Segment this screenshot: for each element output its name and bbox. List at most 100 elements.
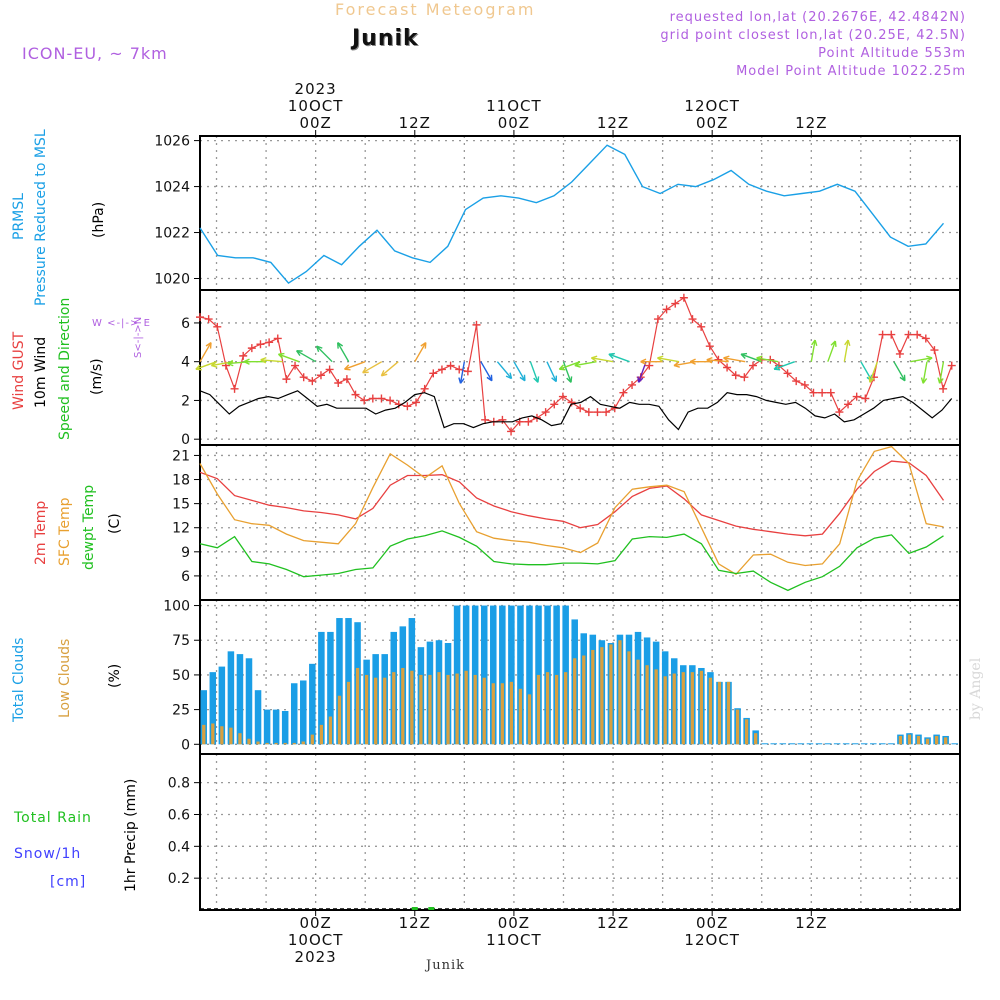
wind-arrow bbox=[657, 357, 680, 363]
wind-arrow-head bbox=[926, 355, 933, 362]
low-cloud-bar bbox=[907, 734, 912, 745]
time-label-top: 2023 bbox=[295, 80, 337, 98]
gust-marker bbox=[723, 363, 732, 372]
low-cloud-bar bbox=[527, 694, 532, 745]
low-cloud-bar bbox=[708, 677, 713, 745]
wind-arrow-head bbox=[533, 376, 540, 383]
gust-marker bbox=[740, 373, 749, 382]
gust-marker bbox=[463, 367, 472, 376]
gust-marker bbox=[878, 330, 887, 339]
wind-arrow bbox=[910, 357, 933, 363]
gust-marker bbox=[705, 342, 714, 351]
low-cloud-bar bbox=[699, 670, 704, 745]
wind-arrow bbox=[195, 361, 217, 370]
gust-marker bbox=[247, 344, 256, 353]
wind-arrow bbox=[344, 361, 366, 370]
y-tick-label: 18 bbox=[172, 473, 190, 489]
wind-arrow-head bbox=[937, 377, 944, 384]
low-cloud-bar bbox=[392, 672, 396, 745]
time-label-bottom: 11OCT bbox=[486, 931, 542, 949]
wind-arrow bbox=[559, 361, 581, 370]
total-cloud-bar bbox=[888, 743, 895, 745]
y-tick-label: 25 bbox=[172, 703, 190, 719]
gust-marker bbox=[861, 394, 870, 403]
total-cloud-bar bbox=[797, 743, 805, 745]
low-cloud-bar bbox=[663, 676, 667, 745]
low-cloud-bar bbox=[364, 674, 369, 745]
y-tick-label: 6 bbox=[181, 316, 190, 332]
gust-marker bbox=[230, 384, 239, 393]
y-tick-label: 75 bbox=[172, 633, 190, 649]
wind-arrow bbox=[706, 359, 729, 363]
wind-arrow bbox=[827, 340, 837, 362]
low-cloud-bar bbox=[573, 658, 577, 745]
gust-marker bbox=[351, 390, 360, 399]
y-tick-label: 15 bbox=[172, 497, 190, 513]
wind-arrow bbox=[316, 345, 333, 363]
low-cloud-bar bbox=[247, 738, 251, 745]
gust-marker bbox=[576, 404, 585, 413]
low-cloud-bar bbox=[545, 672, 550, 745]
y-tick-label: 0.2 bbox=[168, 871, 190, 887]
y-tick-label: 0.4 bbox=[168, 839, 190, 855]
low-cloud-bar bbox=[265, 742, 269, 745]
low-cloud-bar bbox=[754, 733, 758, 745]
low-cloud-bar bbox=[202, 724, 206, 745]
low-cloud-bar bbox=[301, 741, 305, 745]
low-cloud-bar bbox=[383, 677, 387, 745]
gust-marker bbox=[844, 400, 853, 409]
wind-arrow-head bbox=[362, 367, 369, 374]
model-label: ICON-EU, ~ 7km bbox=[22, 44, 168, 63]
total-cloud-bar bbox=[499, 605, 506, 745]
gust-marker bbox=[628, 380, 637, 389]
low-cloud-bar bbox=[690, 672, 694, 745]
wind-arrow-head bbox=[380, 370, 388, 377]
total-cloud-bar bbox=[490, 605, 497, 745]
rain-bar bbox=[428, 907, 435, 910]
y-tick-label: 0.8 bbox=[168, 776, 190, 792]
low-cloud-bar bbox=[229, 727, 233, 745]
y-tick-label: 12 bbox=[172, 521, 190, 537]
low-cloud-bar bbox=[717, 681, 722, 745]
low-cloud-bar bbox=[645, 665, 649, 745]
wind-arrow-head bbox=[260, 356, 267, 364]
time-label-top: 12Z bbox=[399, 114, 431, 132]
wind-arrow-head bbox=[227, 359, 234, 367]
total-cloud-bar bbox=[851, 743, 859, 745]
total-cloud-bar bbox=[236, 654, 244, 745]
wind-arrow bbox=[608, 353, 630, 363]
wind-arrow-head bbox=[205, 342, 212, 349]
y-tick-label: 0 bbox=[181, 737, 190, 753]
time-label-top: 10OCT bbox=[288, 97, 344, 115]
gust-marker bbox=[662, 305, 671, 314]
gust-marker bbox=[792, 377, 801, 386]
wind-arrow bbox=[740, 353, 762, 363]
wind-arrow bbox=[591, 357, 614, 363]
wind-arrow-head bbox=[657, 355, 664, 362]
wind-arrow bbox=[869, 361, 879, 383]
low-cloud-bar bbox=[482, 677, 486, 745]
wind-arrow bbox=[496, 361, 513, 379]
wind-arrow-head bbox=[673, 361, 680, 368]
gust-marker bbox=[731, 371, 740, 380]
wind-arrow bbox=[278, 353, 300, 363]
wind-arrow-head bbox=[558, 364, 566, 371]
wind-arrow-head bbox=[277, 352, 285, 359]
low-cloud-bar bbox=[564, 672, 568, 745]
low-cloud-bar bbox=[735, 709, 740, 745]
total-cloud-bar bbox=[209, 672, 217, 745]
low-cloud-bar bbox=[944, 737, 948, 745]
gust-marker bbox=[213, 322, 222, 331]
low-cloud-bar bbox=[726, 681, 731, 745]
total-cloud-bar bbox=[200, 690, 208, 745]
wind-arrow bbox=[260, 359, 283, 363]
total-cloud-bar bbox=[770, 743, 778, 745]
wind-arrow-head bbox=[920, 377, 928, 384]
gust-line bbox=[199, 296, 953, 433]
wind-arrow-head bbox=[210, 361, 218, 368]
total-cloud-bar bbox=[272, 709, 280, 745]
low-cloud-bar bbox=[464, 670, 468, 745]
low-cloud-bar bbox=[355, 667, 360, 745]
total-cloud-bar bbox=[879, 743, 886, 745]
wind-arrow bbox=[637, 361, 647, 383]
